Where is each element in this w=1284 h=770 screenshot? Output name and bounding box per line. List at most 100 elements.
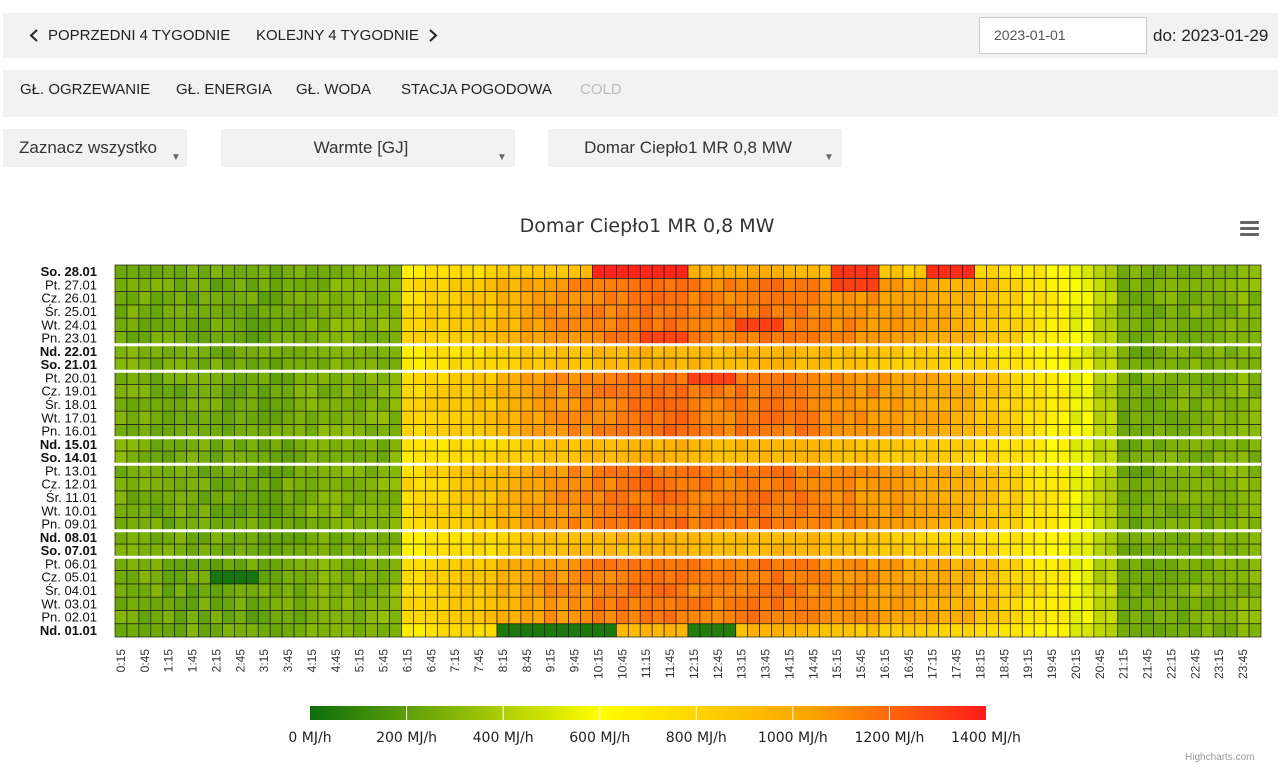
heatmap-cell xyxy=(651,370,665,385)
heatmap-cell xyxy=(222,277,235,292)
heatmap-cell xyxy=(842,543,856,558)
heatmap-cell xyxy=(1200,424,1214,439)
heatmap-cell xyxy=(1117,344,1131,359)
heatmap-cell xyxy=(890,357,904,372)
heatmap-cell xyxy=(639,331,653,346)
heatmap-cell xyxy=(627,610,641,625)
heatmap-cell xyxy=(365,384,378,399)
heatmap-cell xyxy=(747,543,760,558)
heatmap-cell xyxy=(126,357,140,372)
heatmap-cell xyxy=(1224,331,1238,346)
heatmap-cell xyxy=(1153,331,1166,346)
heatmap-cell xyxy=(759,463,772,478)
next-weeks-button[interactable]: KOLEJNY 4 TYGODNIE xyxy=(256,13,440,58)
heatmap-cell xyxy=(365,437,378,452)
heatmap-cell xyxy=(448,503,462,518)
heatmap-cell xyxy=(651,397,665,412)
heatmap-cell xyxy=(1045,344,1059,359)
tab-cold[interactable]: COLD xyxy=(580,81,622,98)
heatmap-cell xyxy=(998,477,1011,492)
heatmap-cell xyxy=(353,410,367,425)
heatmap-cell xyxy=(950,503,963,518)
credits-label[interactable]: Highcharts.com xyxy=(1185,752,1255,763)
heatmap-cell xyxy=(472,543,486,558)
heatmap-cell xyxy=(723,583,737,598)
heatmap-cell xyxy=(986,610,999,625)
chart-menu-icon[interactable] xyxy=(1240,221,1259,238)
date-from-input[interactable]: 2023-01-01 xyxy=(979,17,1147,54)
heatmap-cell xyxy=(627,543,641,558)
heatmap-cell xyxy=(1153,370,1166,385)
heatmap-cell xyxy=(496,304,510,319)
tab-energy[interactable]: GŁ. ENERGIA xyxy=(176,81,272,98)
heatmap-cell xyxy=(818,277,832,292)
heatmap-cell xyxy=(341,623,355,638)
heatmap-cell xyxy=(675,437,689,452)
heatmap-cell xyxy=(1045,370,1059,385)
heatmap-cell xyxy=(783,410,796,425)
heatmap-cell xyxy=(830,370,844,385)
heatmap-cell xyxy=(508,477,522,492)
heatmap-cell xyxy=(293,517,307,532)
heatmap-cell xyxy=(639,490,653,505)
heatmap-cell xyxy=(174,384,187,399)
heatmap-cell xyxy=(580,317,593,332)
heatmap-cell xyxy=(568,291,581,306)
heatmap-cell xyxy=(222,264,235,279)
heatmap-cell xyxy=(1224,410,1238,425)
heatmap-cell xyxy=(663,583,677,598)
heatmap-cell xyxy=(568,570,581,585)
heatmap-cell xyxy=(1177,357,1190,372)
heatmap-cell xyxy=(484,570,498,585)
heatmap-cell xyxy=(425,623,438,638)
select-all-dropdown[interactable]: Zaznacz wszystko ▼ xyxy=(3,129,187,167)
heatmap-cell xyxy=(138,596,152,611)
previous-weeks-button[interactable]: POPRZEDNI 4 TYGODNIE xyxy=(27,13,230,58)
heatmap-cell xyxy=(520,477,534,492)
heatmap-cell xyxy=(592,397,605,412)
heatmap-cell xyxy=(305,503,319,518)
heatmap-cell xyxy=(114,344,128,359)
heatmap-cell xyxy=(150,277,164,292)
heatmap-cell xyxy=(1153,424,1166,439)
heatmap-cell xyxy=(962,596,975,611)
heatmap-cell xyxy=(281,463,295,478)
heatmap-cell xyxy=(699,264,713,279)
heatmap-cell xyxy=(281,410,295,425)
heatmap-cell xyxy=(472,424,486,439)
heatmap-cell xyxy=(436,570,450,585)
heatmap-cell xyxy=(795,331,808,346)
tab-weather-station[interactable]: STACJA POGODOWA xyxy=(401,81,552,98)
heatmap-cell xyxy=(269,623,283,638)
tab-heating[interactable]: GŁ. OGRZEWANIE xyxy=(20,81,151,98)
heatmap-cell xyxy=(962,277,975,292)
tab-water[interactable]: GŁ. WODA xyxy=(296,81,372,98)
heatmap-cell xyxy=(425,596,438,611)
heatmap-cell xyxy=(1105,317,1119,332)
heatmap-cell xyxy=(592,530,605,545)
heatmap-cell xyxy=(293,304,307,319)
heatmap-cell xyxy=(663,370,677,385)
meter-dropdown[interactable]: Domar Ciepło1 MR 0,8 MW ▼ xyxy=(548,129,842,167)
heatmap-cell xyxy=(544,331,558,346)
heatmap-cell xyxy=(425,424,438,439)
heatmap-cell xyxy=(186,503,199,518)
heatmap-cell xyxy=(174,610,187,625)
heatmap-cell xyxy=(914,291,928,306)
heatmap-cell xyxy=(1236,490,1250,505)
heatmap-cell xyxy=(556,384,569,399)
heatmap-cell xyxy=(604,384,617,399)
heatmap-cell xyxy=(1093,543,1107,558)
heatmap-cell xyxy=(257,410,271,425)
heatmap-cell xyxy=(914,317,928,332)
heatmap-cell xyxy=(257,530,271,545)
unit-dropdown[interactable]: Warmte [GJ] ▼ xyxy=(221,129,515,167)
heatmap-cell xyxy=(866,437,880,452)
heatmap-cell xyxy=(496,530,510,545)
heatmap-cell xyxy=(735,530,749,545)
heatmap-cell xyxy=(520,450,534,465)
heatmap-cell xyxy=(1212,530,1226,545)
heatmap-cell xyxy=(484,277,498,292)
heatmap-cell xyxy=(389,463,402,478)
heatmap-cell xyxy=(771,370,784,385)
